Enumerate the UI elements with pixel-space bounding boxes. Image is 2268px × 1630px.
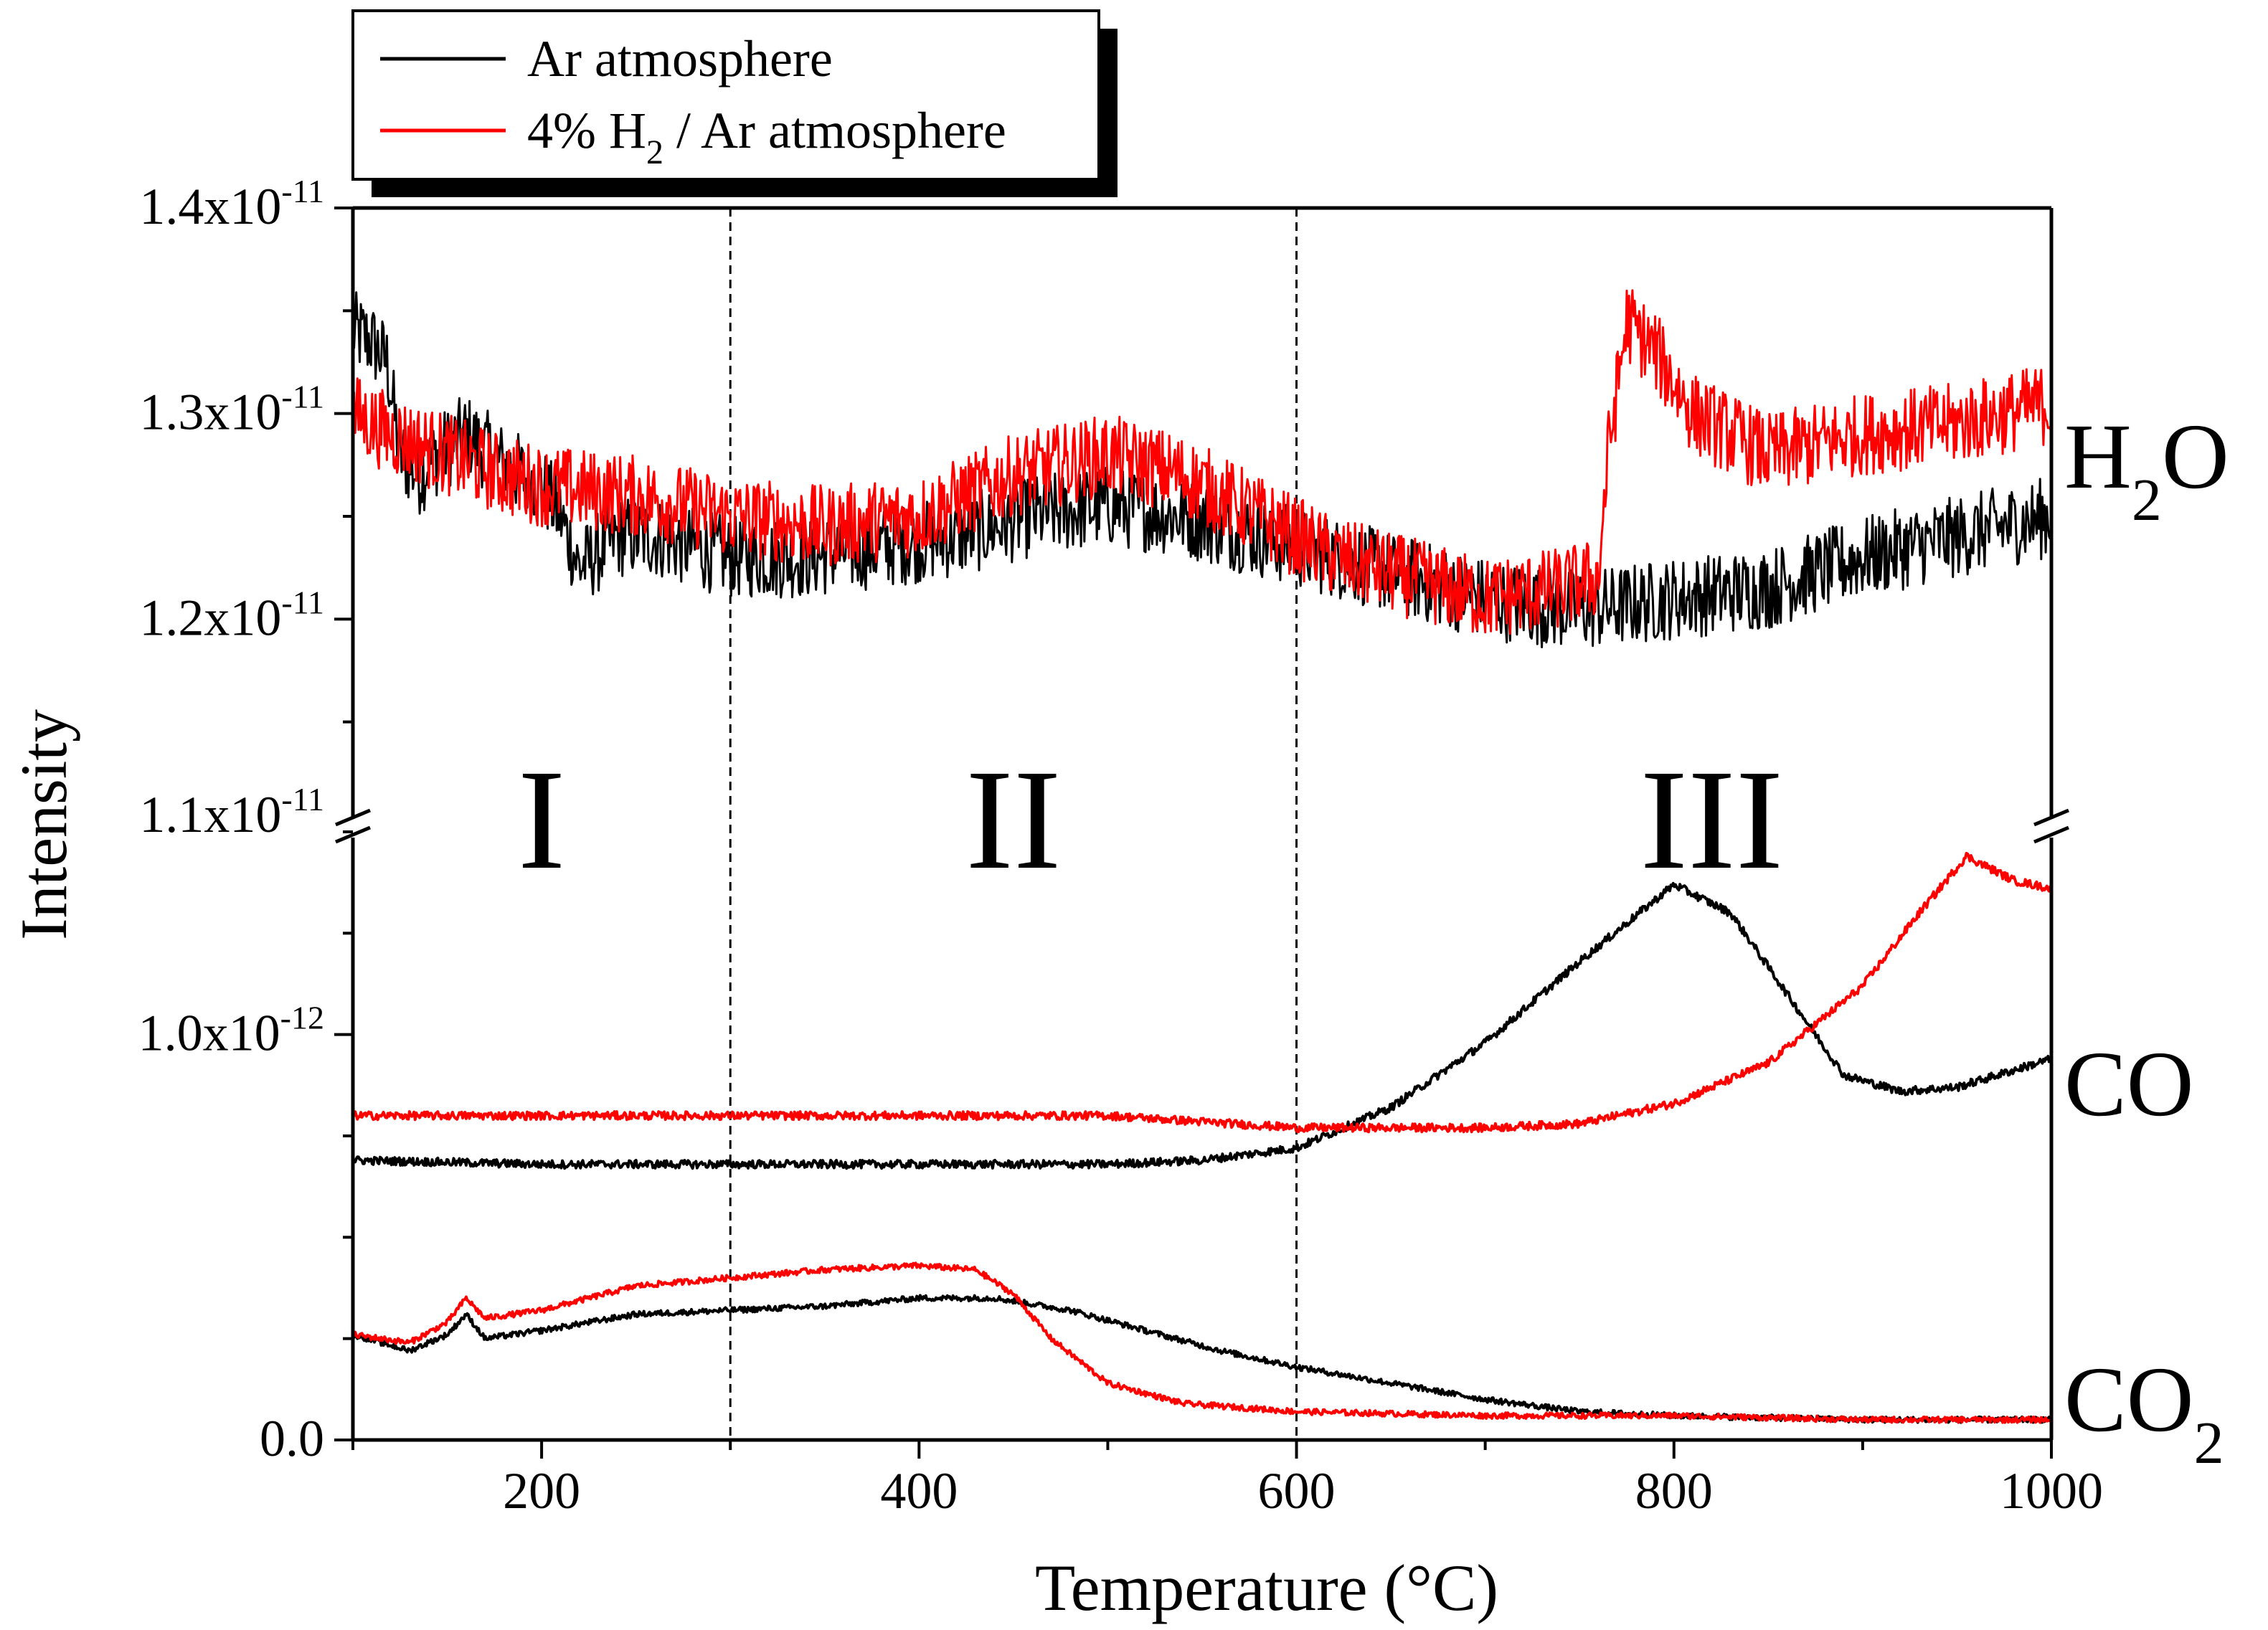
x-tick-label: 600 [1258,1462,1336,1520]
tick-mantissa: 1.2x10 [139,589,281,646]
y-tick-label-lower: 1.0x10-12 [138,1000,324,1062]
legend-subscript: 2 [646,133,663,171]
y-axis-title: Intensity [7,709,80,940]
tick-exponent: -11 [281,173,324,209]
series-line-co-ar [351,881,2052,1170]
species-subscript: 2 [2194,1410,2224,1477]
y-tick-label-upper: 1.2x10-11 [139,584,324,646]
x-tick-label: 400 [880,1462,958,1520]
legend-box [351,9,1100,181]
species-label-co: CO [2064,1033,2194,1136]
y-tick-label-upper: 1.1x10-11 [139,781,324,843]
axis-break-left-2 [335,825,371,844]
legend: Ar atmosphere 4% H2 / Ar atmosphere [351,9,1118,197]
tick-exponent: -12 [280,1000,324,1036]
region-label-2: II [965,741,1061,899]
series-line-co-h2ar [351,851,2052,1134]
legend-label-h2ar: 4% H2 / Ar atmosphere [527,102,1006,171]
axis-break-right-1 [2033,808,2069,827]
axes [334,206,2069,1459]
tick-mantissa: 1.0x10 [138,1005,280,1062]
species-base: CO [2064,1348,2194,1451]
tick-mantissa: 1.1x10 [139,786,281,843]
tick-mantissa: 1.3x10 [139,384,281,441]
x-tick-label: 800 [1635,1462,1713,1520]
y-tick-label-upper: 1.3x10-11 [139,379,324,441]
tick-mantissa: 1.4x10 [139,178,281,235]
region-dividers [729,208,1298,1440]
species-subscript: 2 [2132,467,2162,534]
species-label-co2: CO2 [2064,1348,2224,1477]
series-line-co2-h2ar [351,1261,2051,1424]
tick-exponent: -11 [281,584,324,620]
x-tick-label: 1000 [2000,1462,2103,1520]
species-base: CO [2064,1033,2194,1136]
text-labels: 200 400 600 800 10001.4x10-111.3x10-111.2x10… [7,173,2229,1624]
y-tick-label-upper: 1.4x10-11 [139,173,324,235]
species-base: H [2064,405,2132,508]
x-tick-label: 200 [503,1462,580,1520]
region-label-1: I [518,741,566,899]
tick-mantissa: 0.0 [260,1410,324,1467]
axis-break-left-1 [335,808,371,827]
series-layer [351,289,2052,1424]
species-tail: O [2162,405,2229,508]
y-tick-label-lower: 0.0 [260,1410,324,1467]
region-label-3: III [1640,741,1783,899]
legend-suffix: / Ar atmosphere [663,102,1006,159]
tick-exponent: -11 [281,379,324,415]
series-line-h2o-h2ar [351,289,2051,635]
legend-prefix: 4% H [527,102,646,159]
axis-break-right-2 [2033,825,2069,844]
species-label-h2o: H2O [2064,405,2229,534]
legend-label-ar: Ar atmosphere [527,30,833,87]
x-axis-title: Temperature (°C) [1035,1551,1498,1624]
tick-exponent: -11 [281,781,324,818]
